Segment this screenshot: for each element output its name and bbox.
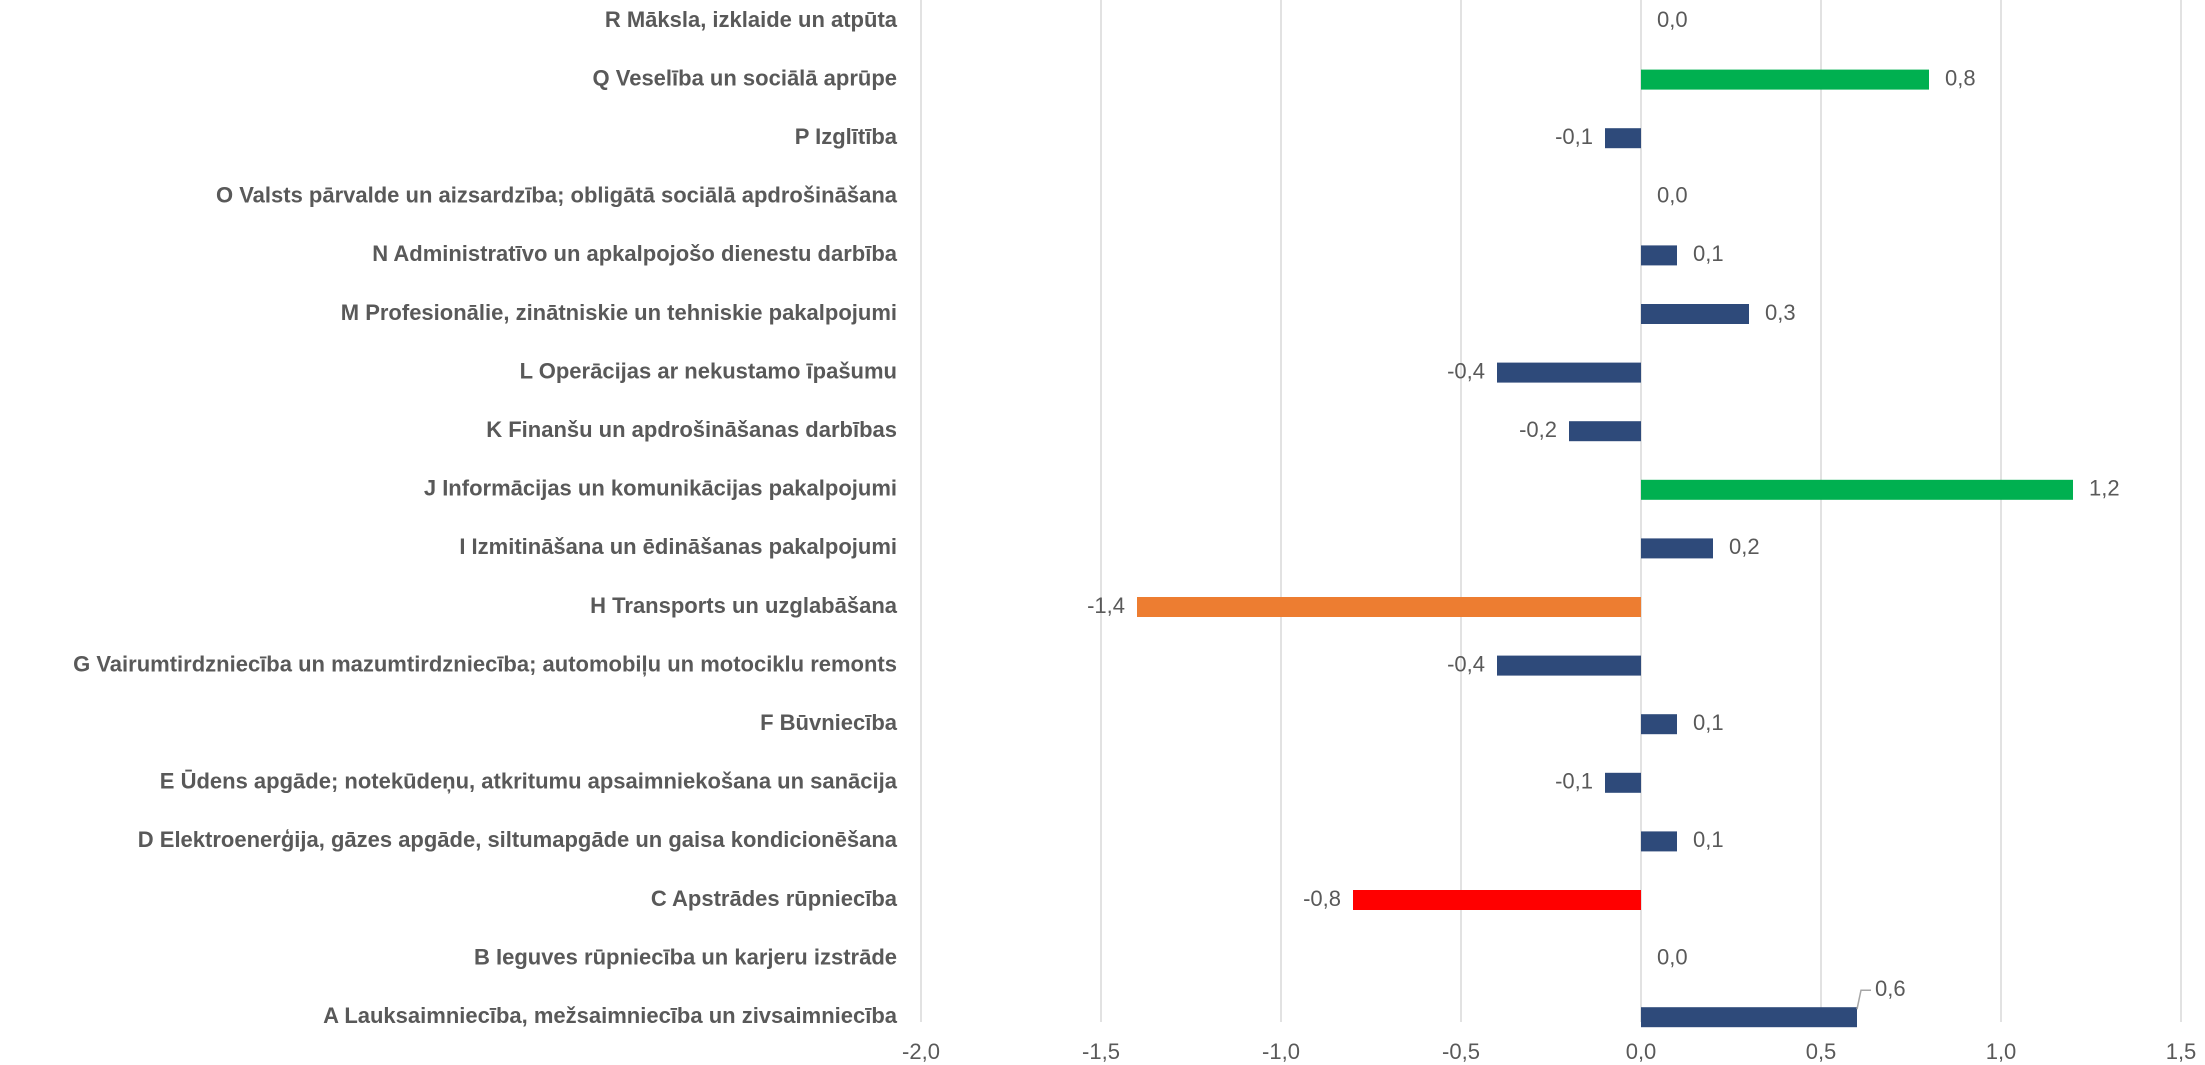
bar (1641, 831, 1677, 852)
category-label: J Informācijas un komunikācijas pakalpoj… (424, 476, 897, 501)
category-label: N Administratīvo un apkalpojošo dienestu… (372, 241, 898, 266)
bar (1641, 1007, 1857, 1028)
value-label: -0,1 (1555, 124, 1593, 149)
bar (1497, 655, 1641, 676)
x-tick-label: -0,5 (1442, 1039, 1480, 1064)
value-label: 0,1 (1693, 827, 1724, 852)
x-tick-label: -1,0 (1262, 1039, 1300, 1064)
bar (1641, 69, 1929, 90)
category-label: I Izmitināšana un ēdināšanas pakalpojumi (459, 534, 897, 559)
bar (1605, 128, 1641, 149)
bar (1641, 245, 1677, 266)
bar (1641, 714, 1677, 735)
value-label: 0,0 (1657, 944, 1688, 969)
x-tick-label: 0,0 (1626, 1039, 1657, 1064)
category-label: R Māksla, izklaide un atpūta (605, 7, 898, 32)
value-label: -0,2 (1519, 417, 1557, 442)
category-label: D Elektroenerģija, gāzes apgāde, siltuma… (138, 827, 898, 852)
category-label: M Profesionālie, zinātniskie un tehniski… (341, 300, 897, 325)
bar (1569, 421, 1641, 442)
category-label: P Izglītība (795, 124, 898, 149)
bar (1605, 772, 1641, 793)
category-label: F Būvniecība (760, 710, 898, 735)
category-label: B Ieguves rūpniecība un karjeru izstrāde (474, 944, 897, 969)
value-label: -0,4 (1447, 651, 1485, 676)
x-tick-label: -1,5 (1082, 1039, 1120, 1064)
value-label: 0,1 (1693, 241, 1724, 266)
value-label: 0,1 (1693, 710, 1724, 735)
value-label: -0,4 (1447, 358, 1485, 383)
category-label: G Vairumtirdzniecība un mazumtirdzniecīb… (73, 651, 897, 676)
value-label: 0,3 (1765, 300, 1796, 325)
category-label: Q Veselība un sociālā aprūpe (593, 65, 897, 90)
value-label: -0,8 (1303, 886, 1341, 911)
value-label: 0,0 (1657, 183, 1688, 208)
bar (1353, 890, 1641, 910)
leader-line (1856, 989, 1871, 1010)
value-label: 0,2 (1729, 534, 1760, 559)
value-label: 1,2 (2089, 476, 2120, 501)
category-label: O Valsts pārvalde un aizsardzība; obligā… (216, 183, 898, 208)
value-label: 0,6 (1875, 976, 1906, 1001)
category-label: H Transports un uzglabāšana (590, 593, 898, 618)
value-label: -1,4 (1087, 593, 1125, 618)
category-label: C Apstrādes rūpniecība (651, 886, 898, 911)
x-tick-label: 1,5 (2166, 1039, 2197, 1064)
x-tick-label: 1,0 (1986, 1039, 2017, 1064)
bar (1641, 304, 1749, 324)
category-label: A Lauksaimniecība, mežsaimniecība un ziv… (323, 1003, 898, 1028)
x-tick-label: -2,0 (902, 1039, 940, 1064)
bar (1137, 597, 1641, 617)
category-label: E Ūdens apgāde; notekūdeņu, atkritumu ap… (160, 769, 898, 794)
bar (1641, 479, 2073, 500)
value-label: -0,1 (1555, 769, 1593, 794)
value-label: 0,8 (1945, 65, 1976, 90)
bar (1641, 538, 1713, 559)
value-label: 0,0 (1657, 7, 1688, 32)
category-label: K Finanšu un apdrošināšanas darbības (486, 417, 897, 442)
category-label: L Operācijas ar nekustamo īpašumu (520, 358, 897, 383)
bar (1497, 362, 1641, 383)
x-tick-label: 0,5 (1806, 1039, 1837, 1064)
